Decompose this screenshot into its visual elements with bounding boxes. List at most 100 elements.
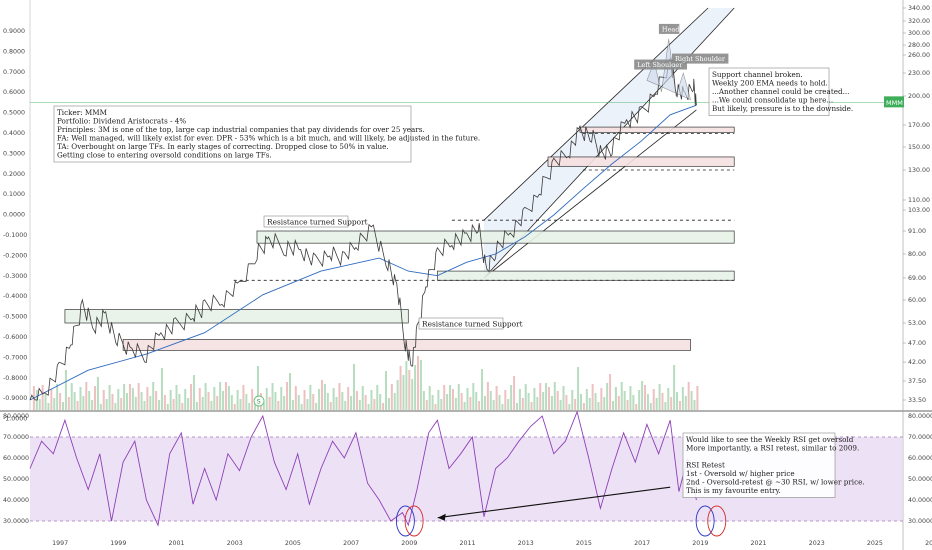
resistance-label-1-box <box>263 215 349 228</box>
volume-bar <box>428 386 431 410</box>
right-tick-label: 53.00 <box>908 320 926 327</box>
volume-bar <box>233 404 236 410</box>
right-tick-label: 110.00 <box>908 197 930 204</box>
volume-bar <box>687 382 690 410</box>
volume-bar <box>486 382 489 410</box>
volume-bar <box>646 394 649 410</box>
ticker-note-line: Portfolio: Dividend Aristocrats - 4% <box>57 117 186 126</box>
right-tick-label: 80.00 <box>908 251 926 258</box>
rsi-circle <box>695 505 715 537</box>
volume-bar <box>227 386 230 410</box>
rsi-left-tick-label: 30.0000 <box>3 518 29 525</box>
volume-bar <box>565 395 568 410</box>
volume-bar <box>329 402 332 410</box>
volume-bar <box>542 392 545 410</box>
volume-bar <box>303 390 306 410</box>
volume-bar <box>56 384 59 410</box>
x-tick-label: 1997 <box>52 540 68 547</box>
hs-label-box <box>634 59 687 70</box>
volume-bar <box>198 388 201 410</box>
volume-bar <box>201 397 204 410</box>
volume-bar <box>481 369 484 410</box>
annotation-layer: Left Shoulder Head Right Shoulder Ticker: M… <box>53 23 865 498</box>
volume-bar <box>85 382 88 410</box>
rsi-left-tick-label: 60.0000 <box>3 455 29 462</box>
volume-bar <box>338 383 341 410</box>
right-tick-label: 47.00 <box>908 340 926 347</box>
volume-bar <box>245 394 248 410</box>
rsi-line <box>29 410 697 527</box>
volume-bar <box>94 386 97 410</box>
volume-bar <box>309 385 312 410</box>
rsi-note-line: 1st - Oversold w/ higher price <box>686 469 795 478</box>
volume-bar <box>696 386 699 410</box>
rsi-left-tick-label: 70.0000 <box>3 434 29 441</box>
ema-200-line <box>29 104 697 401</box>
dividend-marker-label: S <box>257 398 261 406</box>
volume-bar <box>353 364 356 410</box>
volume-bar <box>70 383 73 410</box>
volume-bar <box>495 386 498 410</box>
volume-bar <box>690 391 693 410</box>
volume-bar <box>382 403 385 410</box>
volume-bar <box>91 400 94 410</box>
volume-bar <box>347 387 350 410</box>
volume-bar <box>463 402 466 410</box>
volume-bar <box>402 375 405 410</box>
volume-bar <box>393 393 396 410</box>
volume-bar <box>160 368 163 410</box>
volume-bar <box>344 401 347 410</box>
rsi-note-line: More importantly, a RSI retest, similar … <box>686 444 859 453</box>
left-tick-label: 0.7000 <box>3 69 25 76</box>
volume-bar <box>192 375 195 410</box>
volume-bar <box>478 401 481 410</box>
volume-bar <box>288 373 291 410</box>
volume-bar <box>466 388 469 410</box>
volume-bar <box>585 389 588 410</box>
right-tick-label: 320.00 <box>908 18 930 25</box>
volume-bar <box>588 398 591 410</box>
volume-bar <box>408 370 411 410</box>
x-tick-label: 2015 <box>576 540 592 547</box>
volume-bar <box>446 394 449 410</box>
volume-bar <box>326 393 329 410</box>
sr-box <box>256 230 735 244</box>
volume-bar <box>236 390 239 410</box>
volume-bar <box>387 398 390 410</box>
volume-bar <box>120 398 123 410</box>
volume-bar <box>431 395 434 410</box>
volume-bar <box>128 384 131 410</box>
volume-bar <box>460 393 463 410</box>
volume-bar <box>396 380 399 410</box>
left-tick-label: -0.2000 <box>3 252 27 259</box>
volume-bar <box>568 404 571 410</box>
volume-bar <box>44 394 47 410</box>
volume-bar <box>256 366 259 410</box>
volume-bar <box>62 402 65 410</box>
volume-bar <box>539 383 542 410</box>
volume-bar <box>210 401 213 410</box>
volume-bar <box>376 385 379 410</box>
volume-bar <box>617 396 620 410</box>
rsi-note-line: Would like to see the Weekly RSI get ove… <box>686 435 854 444</box>
volume-bar <box>545 383 548 410</box>
volume-bar <box>251 389 254 410</box>
volume-bar <box>661 393 664 410</box>
volume-bar <box>652 389 655 410</box>
volume-bar <box>268 397 271 410</box>
volume-bar <box>111 394 114 410</box>
volume-bar <box>50 389 53 410</box>
left-tick-label: 0.9000 <box>3 28 25 35</box>
volume-bar <box>312 394 315 410</box>
left-tick-label: 0.3000 <box>3 150 25 157</box>
rsi-retest-arrow <box>437 486 671 519</box>
volume-bar <box>350 396 353 410</box>
volume-bar <box>88 391 91 410</box>
volume-bar <box>300 404 303 410</box>
volume-bar <box>667 388 670 410</box>
channel-upper-line <box>483 7 709 221</box>
volume-bar <box>79 387 82 410</box>
support-channel-note-line: ...Another channel could be created... <box>712 87 849 96</box>
volume-bar <box>224 382 227 410</box>
volume-bar <box>536 397 539 410</box>
